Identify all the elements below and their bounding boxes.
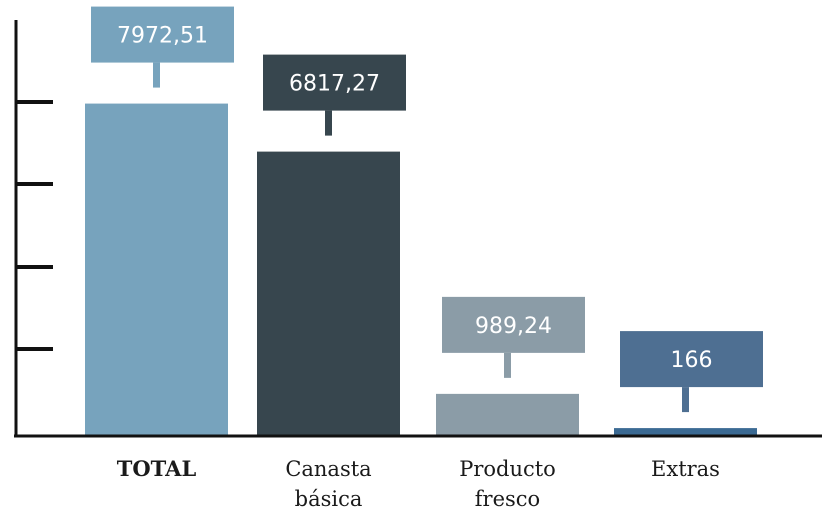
value-label-box-1 [91,6,234,63]
category-label-2: Canasta básica [285,457,371,510]
value-label-3: 989,24 [475,314,552,339]
category-label-line: Extras [651,457,720,481]
category-label-line: TOTAL [117,456,197,481]
category-label-4: Extras [651,457,720,481]
bar-2 [257,151,400,435]
value-label-stem-2 [325,110,332,136]
value-label-box-2 [263,54,406,111]
bar-1 [85,103,228,435]
category-label-line: fresco [475,487,540,510]
value-label-stem-1 [153,62,160,88]
bars [85,103,757,435]
category-label-1: TOTAL [117,456,197,481]
value-label-1: 7972,51 [117,24,208,49]
bar-3 [436,393,579,435]
value-label-box-4 [620,331,763,388]
value-label-stem-3 [504,352,511,378]
value-label-2: 6817,27 [289,72,380,97]
value-label-4: 166 [671,348,713,373]
category-label-line: Producto [459,457,556,481]
category-label-3: Producto fresco [459,457,556,510]
value-label-stem-4 [682,387,689,413]
category-label-line: Canasta [285,457,371,481]
value-label-box-3 [442,296,585,353]
category-labels: TOTAL Canasta básica Producto fresco Extras [117,456,720,510]
category-label-line: básica [295,487,363,510]
bar-4 [614,428,757,435]
y-axis-ticks [16,100,53,351]
value-labels: 7972,51 6817,27 989,24 166 [91,6,763,413]
